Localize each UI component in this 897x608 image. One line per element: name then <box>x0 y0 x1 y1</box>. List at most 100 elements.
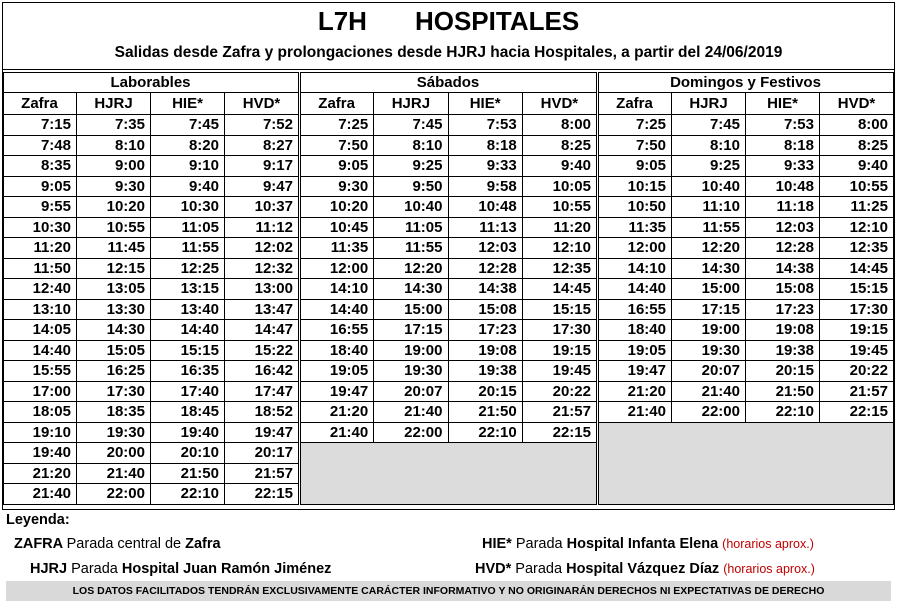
stop-text: Parada central de <box>66 536 182 552</box>
time-cell: 12:40 <box>3 279 77 300</box>
stop-code: ZAFRA <box>14 536 63 552</box>
time-cell: 12:32 <box>225 258 299 279</box>
time-cell: 20:15 <box>448 381 523 402</box>
time-cell: 21:40 <box>598 402 672 423</box>
time-cell: 19:40 <box>3 443 77 464</box>
time-cell: 20:17 <box>225 443 299 464</box>
time-cell: 13:10 <box>3 299 77 320</box>
time-cell: 10:15 <box>598 176 672 197</box>
time-cell: 10:20 <box>77 197 151 218</box>
time-cell: 13:47 <box>225 299 299 320</box>
time-cell: 13:40 <box>151 299 225 320</box>
time-cell: 18:45 <box>151 402 225 423</box>
time-cell: 8:27 <box>225 135 299 156</box>
time-cell: 14:40 <box>151 320 225 341</box>
time-cell: 7:25 <box>300 115 375 136</box>
legend-item: ZAFRA Parada central de Zafra <box>14 536 221 552</box>
time-cell: 9:40 <box>522 156 597 177</box>
time-cell: 22:15 <box>225 484 299 505</box>
time-cell: 10:45 <box>300 217 375 238</box>
time-cell: 18:35 <box>77 402 151 423</box>
time-cell: 19:08 <box>746 320 820 341</box>
time-cell: 12:28 <box>448 258 523 279</box>
time-cell: 7:53 <box>746 115 820 136</box>
time-cell: 21:40 <box>3 484 77 505</box>
time-cell: 8:00 <box>820 115 894 136</box>
time-cell: 12:00 <box>300 258 375 279</box>
time-cell: 11:05 <box>374 217 449 238</box>
time-cell: 11:50 <box>3 258 77 279</box>
time-cell: 19:47 <box>225 422 299 443</box>
time-cell: 11:12 <box>225 217 299 238</box>
column-header: Zafra <box>300 93 375 115</box>
time-cell: 21:57 <box>522 402 597 423</box>
time-cell: 19:38 <box>448 361 523 382</box>
time-cell: 19:15 <box>522 340 597 361</box>
subtitle: Salidas desde Zafra y prolongaciones des… <box>114 44 783 61</box>
time-cell: 8:00 <box>522 115 597 136</box>
time-cell: 15:22 <box>225 340 299 361</box>
time-cell: 19:05 <box>598 340 672 361</box>
time-cell: 12:35 <box>522 258 597 279</box>
time-cell: 20:07 <box>672 361 746 382</box>
time-cell: 17:40 <box>151 381 225 402</box>
time-cell: 12:25 <box>151 258 225 279</box>
time-cell: 9:33 <box>746 156 820 177</box>
time-cell: 14:40 <box>3 340 77 361</box>
time-cell: 17:30 <box>820 299 894 320</box>
time-cell: 9:25 <box>672 156 746 177</box>
time-cell: 9:00 <box>77 156 151 177</box>
block-title: Domingos y Festivos <box>598 72 894 93</box>
legend-item: HVD* Parada Hospital Vázquez Díaz (horar… <box>475 561 815 577</box>
time-cell: 10:20 <box>300 197 375 218</box>
time-cell: 8:20 <box>151 135 225 156</box>
time-cell: 16:35 <box>151 361 225 382</box>
time-cell: 20:07 <box>374 381 449 402</box>
time-cell: 10:30 <box>151 197 225 218</box>
time-cell: 12:35 <box>820 238 894 259</box>
time-cell: 20:22 <box>820 361 894 382</box>
time-cell: 17:15 <box>672 299 746 320</box>
time-cell: 15:15 <box>522 299 597 320</box>
stop-note: (horarios aprox.) <box>722 537 814 551</box>
disclaimer: LOS DATOS FACILITADOS TENDRÁN EXCLUSIVAM… <box>6 581 891 601</box>
time-cell: 12:20 <box>374 258 449 279</box>
time-cell: 22:10 <box>151 484 225 505</box>
time-cell: 14:30 <box>374 279 449 300</box>
empty-area <box>598 422 894 505</box>
time-cell: 10:48 <box>448 197 523 218</box>
column-header: HVD* <box>225 93 299 115</box>
time-cell: 15:55 <box>3 361 77 382</box>
time-cell: 15:00 <box>672 279 746 300</box>
block-title: Sábados <box>300 72 597 93</box>
legend-title: Leyenda: <box>6 512 70 528</box>
time-cell: 12:10 <box>522 238 597 259</box>
time-cell: 19:45 <box>522 361 597 382</box>
column-header: HVD* <box>820 93 894 115</box>
time-cell: 8:10 <box>77 135 151 156</box>
time-cell: 9:40 <box>820 156 894 177</box>
time-cell: 22:15 <box>820 402 894 423</box>
time-cell: 7:25 <box>598 115 672 136</box>
time-cell: 14:45 <box>820 258 894 279</box>
stop-place: Hospital Juan Ramón Jiménez <box>121 561 332 577</box>
time-cell: 17:23 <box>448 320 523 341</box>
time-cell: 16:25 <box>77 361 151 382</box>
time-cell: 13:30 <box>77 299 151 320</box>
rule <box>2 69 895 70</box>
stop-note: (horarios aprox.) <box>723 562 815 576</box>
time-cell: 22:00 <box>77 484 151 505</box>
time-cell: 12:03 <box>746 217 820 238</box>
column-header: HIE* <box>151 93 225 115</box>
legend-item: HIE* Parada Hospital Infanta Elena (hora… <box>482 536 814 552</box>
time-cell: 7:53 <box>448 115 523 136</box>
time-cell: 12:03 <box>448 238 523 259</box>
time-cell: 21:20 <box>300 402 375 423</box>
time-cell: 9:30 <box>300 176 375 197</box>
time-cell: 9:50 <box>374 176 449 197</box>
time-cell: 14:05 <box>3 320 77 341</box>
time-cell: 16:42 <box>225 361 299 382</box>
stop-code: HJRJ <box>30 561 68 577</box>
time-cell: 15:15 <box>820 279 894 300</box>
